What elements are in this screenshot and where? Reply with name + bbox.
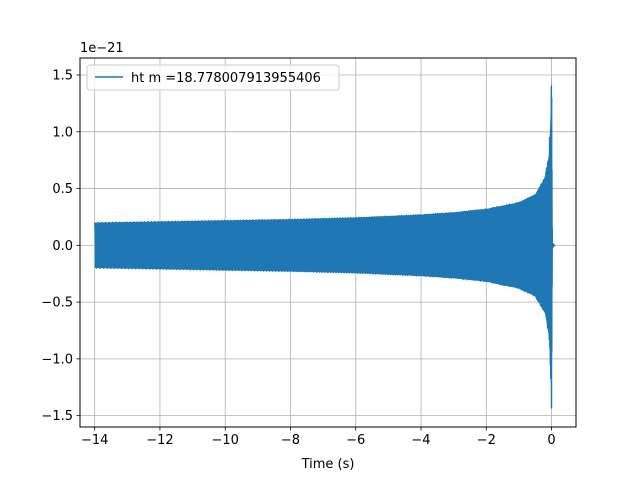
y-offset-label: 1e−21: [80, 41, 124, 56]
axes-frame: [79, 57, 577, 428]
x-tick-label: −4: [411, 433, 430, 448]
legend-label: ht m =18.778007913955406: [131, 71, 321, 86]
y-tick-label: −1.0: [41, 352, 73, 367]
y-tick-label: 0.5: [52, 182, 73, 197]
y-tick-label: 1.0: [52, 125, 73, 140]
x-tick-label: −14: [81, 433, 108, 448]
ticks: −14 −12 −10 −8 −6 −4 −2 0 −1.5 −1.0 −0.5 0.0 0.5 1.0 1…: [41, 69, 555, 448]
y-tick-label: −1.5: [41, 409, 73, 424]
x-tick-label: 0: [547, 433, 555, 448]
plot-area: [93, 73, 556, 410]
x-tick-label: −2: [477, 433, 496, 448]
x-tick-label: −8: [281, 433, 300, 448]
legend: ht m =18.778007913955406: [86, 64, 340, 91]
y-tick-label: 0.0: [52, 239, 73, 254]
legend-box: [86, 64, 340, 91]
x-tick-label: −12: [146, 433, 173, 448]
y-tick-label: −0.5: [41, 296, 73, 311]
waveform-series-line: [93, 85, 556, 409]
y-tick-label: 1.5: [52, 69, 73, 84]
x-tick-label: −6: [346, 433, 365, 448]
x-axis-label: Time (s): [301, 457, 355, 472]
x-tick-label: −10: [211, 433, 238, 448]
